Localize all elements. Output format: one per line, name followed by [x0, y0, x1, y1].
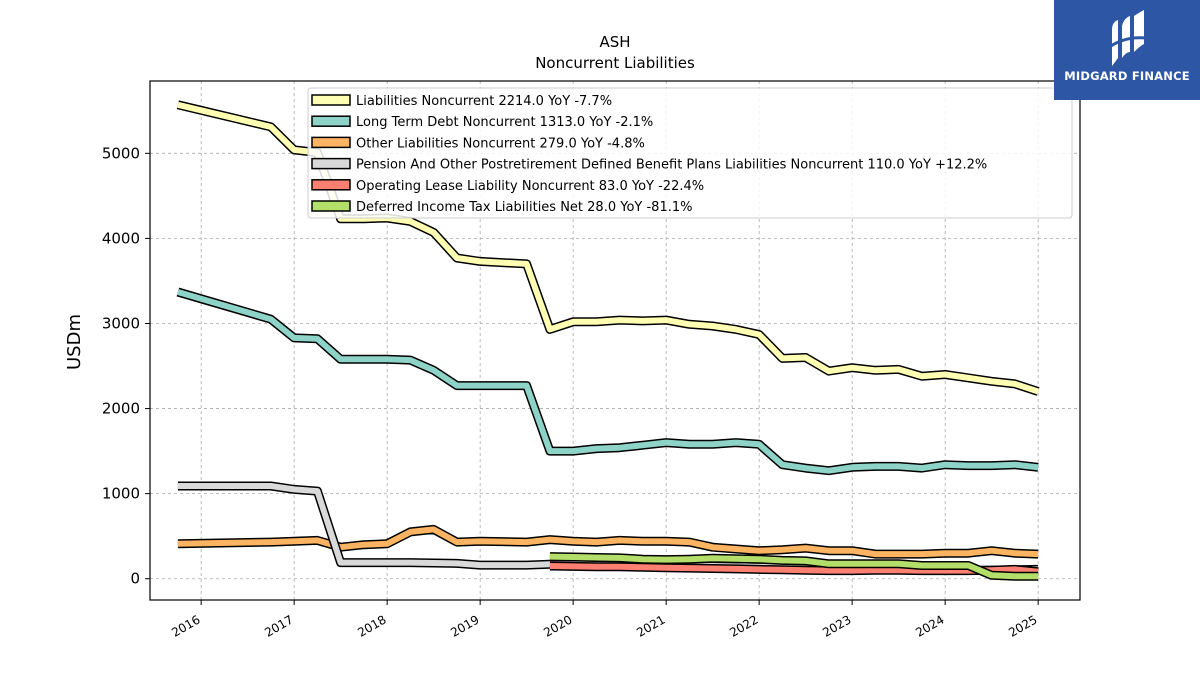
y-tick-label: 4000 — [102, 229, 140, 247]
y-axis-label: USDm — [64, 314, 85, 370]
midgard-logo-icon — [1107, 10, 1147, 66]
legend-box — [307, 87, 1073, 219]
plot-frame — [149, 80, 1081, 601]
legend-entry: Long Term Debt Noncurrent 1313.0 YoY -2.… — [356, 115, 653, 130]
logo-text: MIDGARD FINANCE — [1064, 69, 1190, 83]
series-line — [177, 526, 1039, 558]
y-tick-label: 1000 — [102, 485, 140, 503]
legend-entry: Pension And Other Postretirement Defined… — [356, 158, 987, 173]
y-tick-label: 3000 — [102, 314, 140, 332]
legend: Liabilities Noncurrent 2214.0 YoY -7.7% L… — [307, 87, 1073, 219]
legend-swatch — [311, 115, 351, 127]
series-line — [549, 563, 1039, 575]
legend-entry: Operating Lease Liability Noncurrent 83.… — [356, 179, 704, 194]
y-tick-label: 2000 — [102, 400, 140, 418]
legend-entry: Deferred Income Tax Liabilities Net 28.0… — [356, 200, 692, 215]
legend-swatch — [311, 157, 351, 170]
series-line — [549, 553, 1039, 580]
legend-swatch — [311, 136, 351, 149]
chart-subtitle: Noncurrent Liabilities — [535, 54, 695, 72]
chart-title: ASH — [599, 33, 630, 51]
legend-swatch — [311, 94, 351, 106]
midgard-finance-logo: MIDGARD FINANCE — [1054, 0, 1200, 100]
legend-swatch — [311, 200, 351, 212]
legend-entry: Other Liabilities Noncurrent 279.0 YoY -… — [356, 136, 645, 151]
legend-swatch — [311, 179, 351, 191]
series-line — [177, 289, 1039, 474]
y-tick-label: 5000 — [102, 144, 140, 162]
legend-entry: Liabilities Noncurrent 2214.0 YoY -7.7% — [356, 94, 612, 109]
y-tick-label: 0 — [130, 570, 140, 588]
